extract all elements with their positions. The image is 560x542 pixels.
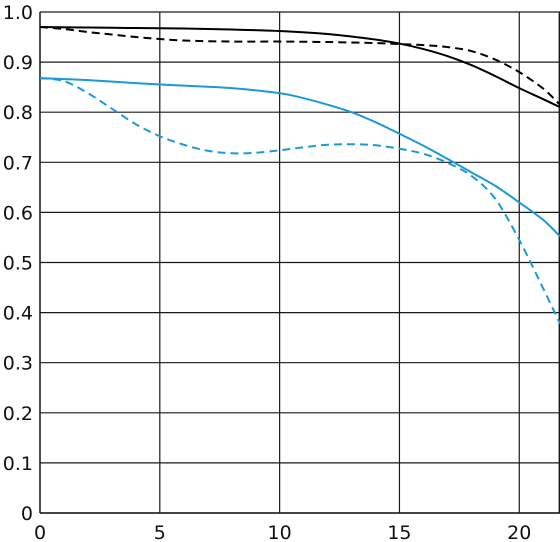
y-tick-label: 0.4 <box>3 303 33 325</box>
y-tick-label: 0.9 <box>3 52 33 74</box>
series-layer <box>39 26 560 325</box>
y-tick-label: 0.1 <box>3 453 33 475</box>
y-tick-label: 0 <box>21 503 33 525</box>
y-tick-label: 0.3 <box>3 353 33 375</box>
y-tick-label: 0.8 <box>3 102 33 124</box>
series-line-2 <box>39 26 560 106</box>
y-tick-label: 1.0 <box>3 2 33 24</box>
y-tick-label: 0.7 <box>3 152 33 174</box>
grid <box>39 11 560 514</box>
x-tick-label: 10 <box>268 522 292 542</box>
y-tick-label: 0.2 <box>3 403 33 425</box>
tick-labels: 0 0.1 0.2 0.3 0.4 0.5 0.6 0.7 0.8 0.9 1.0 0 5 10 15 20 <box>3 2 532 542</box>
x-tick-label: 0 <box>34 522 46 542</box>
series-line-3 <box>39 77 560 238</box>
x-tick-label: 5 <box>154 522 166 542</box>
y-tick-label: 0.6 <box>3 202 33 224</box>
y-tick-label: 0.5 <box>3 253 33 275</box>
x-tick-label: 20 <box>507 522 531 542</box>
x-tick-label: 15 <box>387 522 411 542</box>
series-line-1 <box>39 26 560 109</box>
